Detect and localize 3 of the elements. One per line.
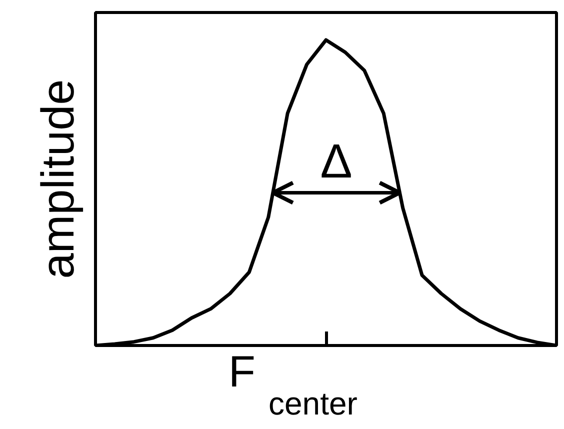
annotation: Δ: [320, 136, 352, 189]
y-axis-title: amplitude: [32, 79, 84, 279]
x-axis-title: Fcenter: [228, 348, 358, 422]
